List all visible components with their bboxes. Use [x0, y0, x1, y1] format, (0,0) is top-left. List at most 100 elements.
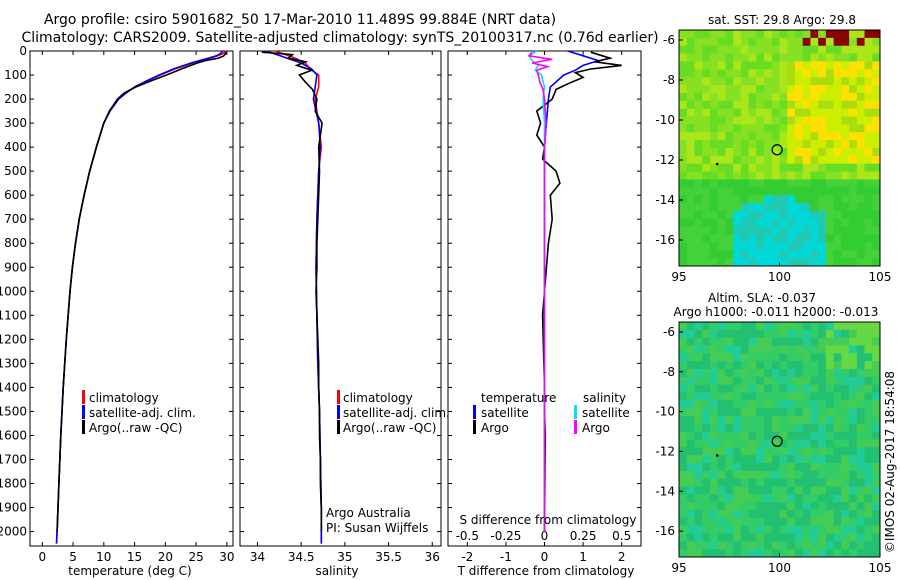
heatmap-cell: [795, 101, 803, 109]
heatmap-cell: [725, 54, 733, 62]
heatmap-cell: [849, 69, 857, 77]
heatmap-cell: [764, 203, 772, 211]
heatmap-cell: [710, 440, 718, 448]
heatmap-cell: [849, 124, 857, 132]
heatmap-cell: [772, 377, 780, 385]
heatmap-cell: [826, 250, 834, 258]
heatmap-cell: [872, 203, 880, 211]
heatmap-cell: [733, 377, 741, 385]
heatmap-cell: [818, 250, 826, 258]
heatmap-cell: [679, 69, 687, 77]
heatmap-cell: [725, 541, 733, 549]
heatmap-cell: [818, 38, 826, 46]
y-tick-label: 500: [4, 164, 27, 178]
heatmap-cell: [679, 494, 687, 502]
heatmap-cell: [795, 258, 803, 266]
heatmap-cell: [710, 526, 718, 534]
heatmap-cell: [826, 416, 834, 424]
heatmap-cell: [841, 416, 849, 424]
x-tick-label: 35.5: [375, 550, 402, 564]
heatmap-cell: [795, 534, 803, 542]
heatmap-cell: [710, 93, 718, 101]
heatmap-cell: [741, 518, 749, 526]
heatmap-cell: [803, 69, 811, 77]
heatmap-cell: [733, 424, 741, 432]
y-tick-label: 1700: [0, 452, 27, 466]
heatmap-cell: [841, 432, 849, 440]
heatmap-cell: [687, 85, 695, 93]
heatmap-cell: [733, 338, 741, 346]
heatmap-cell: [694, 30, 702, 38]
heatmap-cell: [872, 124, 880, 132]
heatmap-cell: [841, 440, 849, 448]
heatmap-cell: [756, 463, 764, 471]
heatmap-cell: [865, 85, 873, 93]
heatmap-cell: [872, 549, 880, 557]
heatmap-cell: [679, 377, 687, 385]
y-tick-label: -16: [655, 233, 675, 247]
heatmap-cell: [756, 235, 764, 243]
heatmap-cell: [710, 124, 718, 132]
heatmap-cell: [718, 400, 726, 408]
heatmap-cell: [810, 235, 818, 243]
heatmap-cell: [849, 549, 857, 557]
heatmap-cell: [772, 416, 780, 424]
heatmap-cell: [857, 502, 865, 510]
heatmap-cell: [749, 124, 757, 132]
heatmap-cell: [694, 330, 702, 338]
heatmap-cell: [764, 30, 772, 38]
heatmap-cell: [718, 447, 726, 455]
heatmap-cell: [826, 242, 834, 250]
heatmap-cell: [756, 330, 764, 338]
heatmap-cell: [679, 416, 687, 424]
heatmap-cell: [865, 330, 873, 338]
heatmap-cell: [694, 38, 702, 46]
y-tick-label: -12: [655, 444, 675, 458]
heatmap-cell: [841, 46, 849, 54]
heatmap-cell: [772, 518, 780, 526]
heatmap-cell: [826, 54, 834, 62]
heatmap-cell: [710, 227, 718, 235]
heatmap-cell: [687, 534, 695, 542]
heatmap-cell: [702, 61, 710, 69]
heatmap-cell: [803, 203, 811, 211]
heatmap-cell: [679, 471, 687, 479]
heatmap-cell: [826, 440, 834, 448]
heatmap-cell: [818, 424, 826, 432]
heatmap-cell: [826, 385, 834, 393]
heatmap-cell: [710, 203, 718, 211]
heatmap-cell: [834, 172, 842, 180]
heatmap-cell: [772, 109, 780, 117]
heatmap-cell: [849, 330, 857, 338]
heatmap-cell: [841, 140, 849, 148]
heatmap-cell: [857, 101, 865, 109]
heatmap-cell: [803, 61, 811, 69]
heatmap-cell: [795, 549, 803, 557]
heatmap-cell: [741, 69, 749, 77]
heatmap-cell: [810, 258, 818, 266]
heatmap-cell: [834, 69, 842, 77]
heatmap-cell: [780, 117, 788, 125]
heatmap-cell: [787, 258, 795, 266]
heatmap-cell: [687, 235, 695, 243]
heatmap-cell: [810, 117, 818, 125]
heatmap-cell: [741, 250, 749, 258]
heatmap-cell: [865, 179, 873, 187]
heatmap-cell: [849, 393, 857, 401]
heatmap-cell: [756, 510, 764, 518]
heatmap-cell: [756, 526, 764, 534]
heatmap-cell: [710, 393, 718, 401]
heatmap-cell: [718, 502, 726, 510]
heatmap-cell: [741, 549, 749, 557]
heatmap-cell: [826, 346, 834, 354]
y-tick-label: 400: [4, 140, 27, 154]
heatmap-cell: [694, 235, 702, 243]
heatmap-cell: [849, 195, 857, 203]
heatmap-cell: [694, 541, 702, 549]
heatmap-cell: [741, 30, 749, 38]
heatmap-cell: [756, 69, 764, 77]
heatmap-cell: [687, 400, 695, 408]
heatmap-cell: [787, 140, 795, 148]
heatmap-cell: [741, 447, 749, 455]
y-tick-label: 200: [4, 92, 27, 106]
